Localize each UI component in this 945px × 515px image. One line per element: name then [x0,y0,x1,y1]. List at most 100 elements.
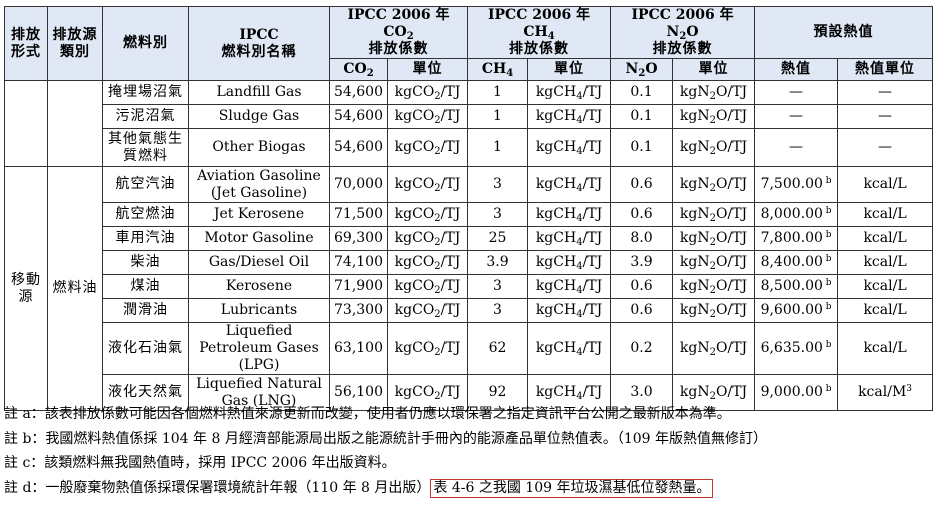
footnote-d: 註 d：一般廢棄物熱值係採環保署環境統計年報（110 年 8 月出版）表 4-6… [4,476,934,501]
co2-value: 71,900 [329,274,388,299]
footnote-c: 註 c：該類燃料無我國熱值時，採用 IPCC 2006 年出版資料。 [4,455,396,471]
co2-value: 54,600 [329,128,388,167]
co2-unit: kgCO2/TJ [386,322,469,375]
header-emission-type: 排放形式 [4,6,48,81]
header-n2o-group: IPCC 2006 年 N2O 排放係數 [610,6,756,59]
fuel-name: 其他氣態生質燃料 [102,128,189,167]
ch4-unit: kgCH4/TJ [527,128,612,167]
header-heat-value: 熱值 [754,58,839,81]
fuel-name: 煤油 [102,274,189,299]
footnote-d-highlight: 表 4-6 之我國 109 年垃圾濕基低位發熱量。 [430,478,714,498]
heat-unit: kcal/L [837,202,934,227]
co2-value: 71,500 [329,202,388,227]
co2-unit: kgCO2/TJ [386,104,469,129]
ch4-unit: kgCH4/TJ [527,80,612,105]
n2o-unit: kgN2O/TJ [672,298,756,323]
heat-unit: kcal/L [837,322,934,375]
fuel-name: 潤滑油 [102,298,189,323]
ipcc-fuel-name: Kerosene [188,274,330,299]
ipcc-fuel-name: Other Biogas [188,128,330,167]
co2-unit: kgCO2/TJ [386,250,469,275]
ch4-value: 25 [467,226,529,251]
heat-footnote-marker: b [822,384,832,394]
ch4-unit: kgCH4/TJ [527,166,612,203]
ipcc-fuel-name: Aviation Gasoline (Jet Gasoline) [188,166,330,203]
table-row: 煤油 Kerosene 71,900 kgCO2/TJ 3 kgCH4/TJ 0.6 kgN2… [5,274,934,299]
ch4-unit: kgCH4/TJ [527,104,612,129]
heat-unit: kcal/L [837,250,934,275]
header-source-category: 排放源類別 [47,6,103,81]
heat-footnote-marker: b [822,278,832,288]
group-mobile-source: 移動源 [4,166,48,411]
header-fuel-type: 燃料別 [102,6,189,81]
header-ipcc-label: IPCC [239,26,279,43]
header-co2: CO2 [329,58,388,81]
heat-unit: — [837,128,934,167]
ipcc-fuel-name: Liquefied Natural Gas (LNG) [188,374,330,411]
header-ch4-group: IPCC 2006 年 CH4 排放係數 [467,6,612,59]
ch4-value: 1 [467,104,529,129]
fuel-name: 液化天然氣 [102,374,189,411]
fuel-name: 污泥沼氣 [102,104,189,129]
co2-unit: kgCO2/TJ [386,166,469,203]
header-co2-group: IPCC 2006 年 CO2 排放係數 [328,6,469,59]
header-n2o-group-suffix: 排放係數 [652,41,713,57]
header-ipcc-fuel-name: IPCC 燃料別名稱 [188,6,330,81]
n2o-value: 0.1 [610,104,674,129]
ipcc-fuel-name: Jet Kerosene [188,202,330,227]
n2o-unit: kgN2O/TJ [672,104,756,129]
table-row: 移動源 燃料油 航空汽油 Aviation Gasoline (Jet Gasolin… [4,166,934,411]
heat-value: — [754,80,839,105]
fuel-name: 液化石油氣 [102,322,189,375]
ch4-unit: kgCH4/TJ [527,274,612,299]
header-ipcc-fuel-name-label: 燃料別名稱 [221,43,297,60]
n2o-unit: kgN2O/TJ [672,80,756,105]
n2o-unit: kgN2O/TJ [672,250,756,275]
heat-value: 8,000.00 b [754,202,839,227]
ipcc-fuel-name: Liquefied Petroleum Gases (LPG) [188,322,330,375]
co2-unit: kgCO2/TJ [386,80,469,105]
heat-footnote-marker: b [822,302,832,312]
footnote-a: 註 a：該表排放係數可能因各個燃料熱值來源更新而改變，使用者仍應以環保署之指定資… [4,406,731,422]
header-co2-group-suffix: 排放係數 [368,41,429,57]
ch4-value: 3 [467,298,529,323]
co2-value: 70,000 [329,166,388,203]
footnote-d-text: 註 d：一般廢棄物熱值係採環保署環境統計年報（110 年 8 月出版） [4,479,431,496]
table-row: 柴油 Gas/Diesel Oil 74,100 kgCO2/TJ 3.9 kgCH4/T… [5,250,934,275]
ch4-value: 92 [467,374,529,411]
fuel-name: 掩埋場沼氣 [102,80,189,105]
co2-unit: kgCO2/TJ [386,202,469,227]
n2o-unit: kgN2O/TJ [672,274,756,299]
heat-value: 6,635.00 b [754,322,839,375]
ch4-unit: kgCH4/TJ [527,322,612,375]
ipcc-fuel-name: Lubricants [188,298,330,323]
header-n2o: N2O [610,58,674,81]
ch4-value: 3 [467,202,529,227]
n2o-value: 3.9 [610,250,674,275]
fuel-name: 航空汽油 [102,166,189,203]
co2-unit: kgCO2/TJ [386,274,469,299]
n2o-value: 0.1 [610,128,674,167]
ch4-value: 3 [467,274,529,299]
emission-factor-table: 排放形式 排放源類別 燃料別 IPCC 燃料別名稱 IPCC 2006 年 CO… [4,6,934,411]
header-ch4-group-suffix: 排放係數 [509,41,570,57]
n2o-unit: kgN2O/TJ [672,166,756,203]
co2-unit: kgCO2/TJ [386,128,469,167]
ch4-unit: kgCH4/TJ [527,298,612,323]
header-heat-unit: 熱值單位 [837,58,934,81]
footnote-b: 註 b：我國燃料熱值係採 104 年 8 月經濟部能源局出版之能源統計手冊內的能… [4,430,768,447]
n2o-unit: kgN2O/TJ [672,374,756,411]
table-row: 污泥沼氣 Sludge Gas 54,600 kgCO2/TJ 1 kgCH4/TJ 0.1… [5,104,934,129]
header-n2o-group-title: IPCC 2006 年 N2O [631,7,734,42]
n2o-unit: kgN2O/TJ [672,226,756,251]
ipcc-fuel-name: Sludge Gas [188,104,330,129]
heat-footnote-marker: b [822,206,832,216]
table-row: 其他氣態生質燃料 Other Biogas 54,600 kgCO2/TJ 1 kgCH4… [5,128,934,167]
header-ch4-group-title: IPCC 2006 年 CH4 [487,7,591,42]
table-row: 掩埋場沼氣 Landfill Gas 54,600 kgCO2/TJ 1 kgCH4/TJ… [4,80,934,167]
co2-unit: kgCO2/TJ [386,226,469,251]
co2-unit: kgCO2/TJ [386,374,469,411]
n2o-value: 0.6 [610,202,674,227]
heat-value: 8,400.00 b [754,250,839,275]
heat-value: — [754,128,839,167]
